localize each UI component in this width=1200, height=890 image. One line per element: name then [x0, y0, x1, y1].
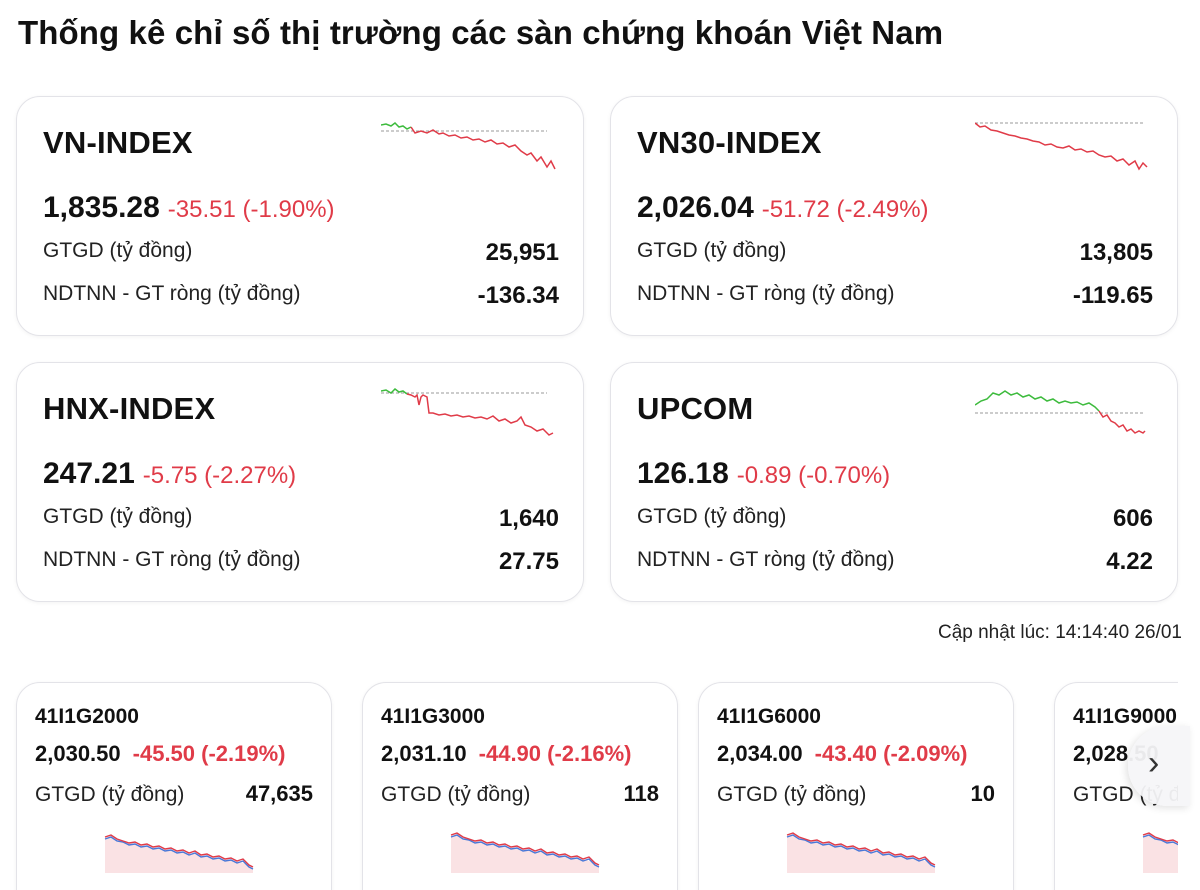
- page-title: Thống kê chỉ số thị trường các sàn chứng…: [18, 14, 944, 51]
- futures-code: 41I1G2000: [35, 705, 139, 728]
- gtgd-value: 13,805: [1079, 239, 1153, 266]
- futures-change: -44.90 (-2.16%): [478, 741, 632, 766]
- index-card-vnindex[interactable]: VN-INDEX 1,835.28 -35.51 (-1.90%) GTGD (t…: [16, 96, 584, 336]
- index-name: VN-INDEX: [43, 125, 193, 160]
- futures-card[interactable]: 41I1G2000 2,030.50 -45.50 (-2.19%) GTGD (…: [16, 682, 332, 890]
- ndt-value: -136.34: [477, 282, 559, 309]
- sparkline-chart: [975, 390, 1146, 434]
- index-value: 2,026.04 -51.72 (-2.49%): [637, 191, 929, 224]
- gtgd-value: 47,635: [245, 781, 313, 806]
- futures-code: 41I1G3000: [381, 705, 485, 728]
- gtgd-value: 1,640: [498, 505, 559, 532]
- gtgd-label: GTGD (tỷ đồng): [43, 505, 193, 528]
- index-name: VN30-INDEX: [637, 125, 822, 160]
- gtgd-value: 25,951: [485, 239, 559, 266]
- index-change: -51.72 (-2.49%): [761, 196, 929, 223]
- gtgd-value: 10: [970, 781, 995, 806]
- sparkline-chart: [381, 122, 556, 170]
- sparkline-chart: [786, 832, 936, 873]
- futures-carousel[interactable]: 41I1G2000 2,030.50 -45.50 (-2.19%) GTGD (…: [0, 670, 1178, 890]
- index-change: -5.75 (-2.27%): [142, 462, 297, 489]
- sparkline-chart: [1142, 832, 1178, 873]
- sparkline-chart: [381, 388, 554, 436]
- ndt-label: NDTNN - GT ròng (tỷ đồng): [43, 282, 301, 305]
- sparkline-chart: [975, 122, 1148, 171]
- futures-card[interactable]: 41I1G6000 2,034.00 -43.40 (-2.09%) GTGD (…: [698, 682, 1014, 890]
- gtgd-label: GTGD (tỷ đồng): [35, 783, 185, 806]
- gtgd-value: 118: [623, 781, 660, 806]
- update-timestamp: Cập nhật lúc: 14:14:40 26/01: [937, 622, 1182, 643]
- index-card-vn30[interactable]: VN30-INDEX 2,026.04 -51.72 (-2.49%) GTGD …: [610, 96, 1178, 336]
- index-change: -0.89 (-0.70%): [736, 462, 891, 489]
- futures-value: 2,034.00 -43.40 (-2.09%): [717, 741, 968, 766]
- chevron-right-icon: ›: [1148, 744, 1160, 782]
- index-value: 126.18 -0.89 (-0.70%): [637, 457, 891, 490]
- gtgd-label: GTGD (tỷ đồng): [717, 783, 867, 806]
- ndt-label: NDTNN - GT ròng (tỷ đồng): [637, 282, 895, 305]
- gtgd-label: GTGD (tỷ đồng): [43, 239, 193, 262]
- index-card-upcom[interactable]: UPCOM 126.18 -0.89 (-0.70%) GTGD (tỷ đồng…: [610, 362, 1178, 602]
- futures-code: 41I1G6000: [717, 705, 821, 728]
- index-card-hnx[interactable]: HNX-INDEX 247.21 -5.75 (-2.27%) GTGD (tỷ …: [16, 362, 584, 602]
- futures-card[interactable]: 41I1G3000 2,031.10 -44.90 (-2.16%) GTGD (…: [362, 682, 678, 890]
- ndt-label: NDTNN - GT ròng (tỷ đồng): [43, 548, 301, 571]
- futures-change: -45.50 (-2.19%): [132, 741, 286, 766]
- futures-code: 41I1G9000: [1073, 705, 1177, 728]
- gtgd-label: GTGD (tỷ đồng): [637, 239, 787, 262]
- index-name: HNX-INDEX: [43, 391, 216, 426]
- ndt-value: -119.65: [1072, 282, 1153, 309]
- index-change: -35.51 (-1.90%): [167, 196, 335, 223]
- gtgd-value: 606: [1112, 505, 1153, 532]
- index-name: UPCOM: [637, 391, 754, 426]
- futures-value: 2,030.50 -45.50 (-2.19%): [35, 741, 286, 766]
- sparkline-chart: [104, 834, 254, 873]
- carousel-next-button[interactable]: ›: [1128, 726, 1190, 806]
- futures-change: -43.40 (-2.09%): [814, 741, 968, 766]
- index-value: 1,835.28 -35.51 (-1.90%): [43, 191, 335, 224]
- ndt-value: 27.75: [498, 548, 559, 575]
- sparkline-chart: [450, 832, 600, 873]
- gtgd-label: GTGD (tỷ đồng): [637, 505, 787, 528]
- index-value: 247.21 -5.75 (-2.27%): [43, 457, 297, 490]
- gtgd-label: GTGD (tỷ đồng): [381, 783, 531, 806]
- ndt-value: 4.22: [1106, 548, 1153, 575]
- ndt-label: NDTNN - GT ròng (tỷ đồng): [637, 548, 895, 571]
- futures-value: 2,031.10 -44.90 (-2.16%): [381, 741, 632, 766]
